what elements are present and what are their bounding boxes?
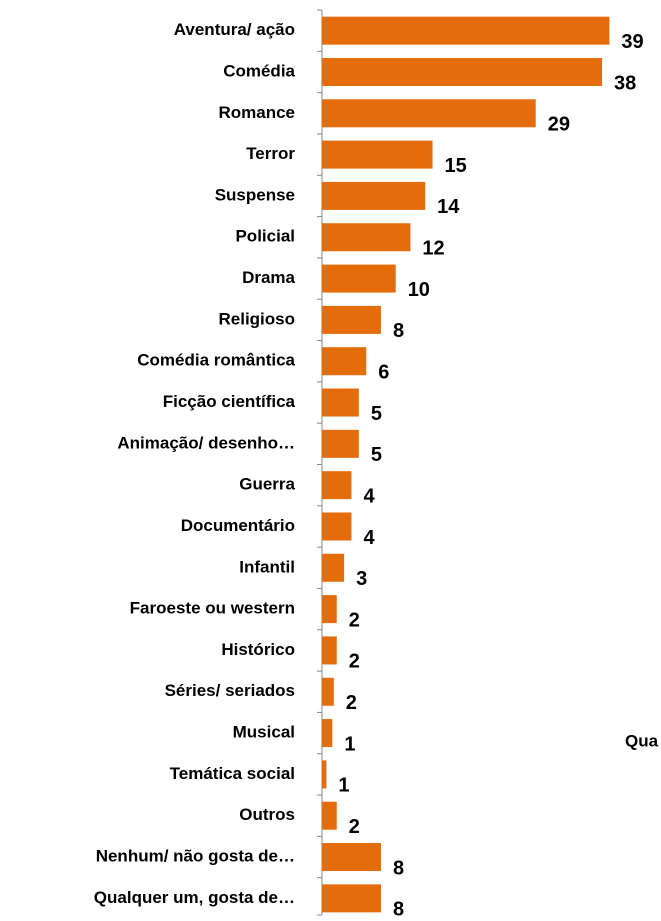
category-label: Ficção científica [163,392,296,411]
value-label: 10 [408,279,430,301]
value-label: 5 [371,403,382,425]
value-label: 2 [349,651,360,673]
category-label: Comédia [223,61,295,80]
category-label: Qualquer um, gosta de… [94,888,295,907]
value-label: 8 [393,899,404,921]
bar [322,264,396,293]
category-label: Terror [246,144,295,163]
bar [322,388,359,417]
category-label: Faroeste ou western [130,599,295,618]
value-label: 2 [349,816,360,838]
value-label: 2 [349,609,360,631]
value-label: 8 [393,857,404,879]
category-label: Documentário [181,516,295,535]
bar [322,677,334,706]
value-label: 12 [422,238,444,260]
annotation: Qua [625,731,659,750]
bar [322,429,359,458]
bar [322,553,345,582]
bar [322,843,381,872]
bar [322,16,610,45]
category-label: Histórico [221,640,295,659]
value-label: 29 [548,114,570,136]
category-label: Séries/ seriados [165,681,295,700]
category-label: Aventura/ ação [174,20,295,39]
value-label: 5 [371,444,382,466]
category-label: Drama [242,268,295,287]
bar [322,760,327,789]
bar [322,140,433,169]
value-label: 38 [614,72,636,94]
value-label: 4 [363,527,375,549]
category-label: Temática social [170,764,295,783]
bar [322,636,337,665]
bar [322,512,352,541]
bar [322,801,337,830]
category-label: Outros [239,805,295,824]
category-label: Animação/ desenho… [117,433,295,452]
bar [322,99,536,128]
bar [322,305,381,334]
value-label: 2 [346,692,357,714]
bar [322,471,352,500]
bar [322,595,337,624]
category-label: Nenhum/ não gosta de… [96,847,295,866]
value-label: 8 [393,320,404,342]
bar [322,57,603,86]
bar [322,223,411,252]
value-label: 14 [437,196,460,218]
category-label: Comédia romântica [137,351,295,370]
bar [322,181,426,210]
value-label: 1 [344,733,355,755]
value-label: 6 [378,361,389,383]
value-label: 15 [445,155,467,177]
category-label: Policial [235,227,295,246]
category-label: Suspense [215,185,295,204]
bar [322,884,381,913]
category-label: Musical [233,723,295,742]
value-label: 3 [356,568,367,590]
category-label: Religioso [218,309,295,328]
category-label: Guerra [239,475,295,494]
bar [322,347,367,376]
value-label: 4 [363,485,375,507]
category-label: Infantil [239,557,295,576]
value-label: 39 [621,31,643,53]
bar [322,719,333,748]
category-label: Romance [218,103,295,122]
value-label: 1 [338,775,349,797]
